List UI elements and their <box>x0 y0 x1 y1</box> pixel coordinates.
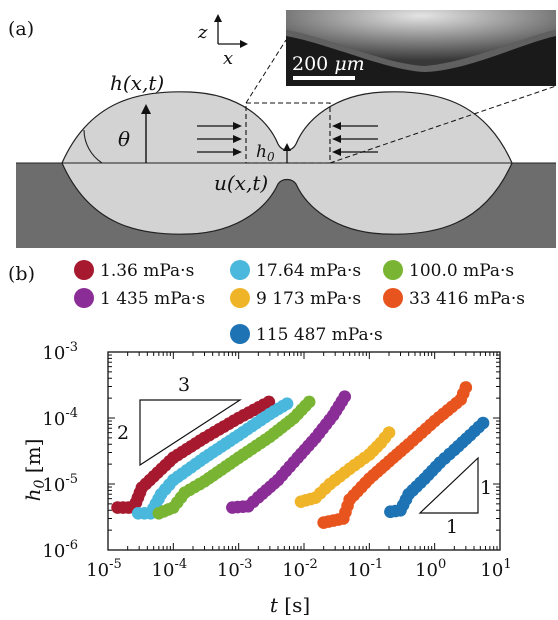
zoom-box <box>245 102 331 164</box>
data-point <box>476 416 490 430</box>
contact-angle-arc <box>83 129 103 164</box>
legend-label: 115 487 mPa·s <box>256 325 383 345</box>
x-axis-label: t [s] <box>270 593 310 617</box>
slope-run-label-2: 1 <box>446 516 458 538</box>
slope-triangle-1-1: 1 1 <box>418 456 492 538</box>
legend-label: 1.36 mPa·s <box>100 261 194 281</box>
data-point <box>302 395 316 409</box>
slope-rise-label-2: 1 <box>480 477 492 499</box>
flow-arrows-right <box>332 122 378 156</box>
legend-marker <box>383 260 403 280</box>
angle-label: θ <box>118 127 130 151</box>
gap-label: h0 <box>256 142 275 164</box>
x-tick-label: 10-1 <box>348 557 384 581</box>
y-tick-label: 10-3 <box>42 340 78 364</box>
data-markers <box>111 381 490 529</box>
panel-b-label: (b) <box>8 263 35 285</box>
legend-marker <box>230 324 250 344</box>
legend-marker <box>230 288 250 308</box>
panel-a-label: (a) <box>8 18 34 40</box>
data-point <box>280 397 294 410</box>
axis-ticks <box>107 352 500 551</box>
data-point <box>262 395 276 409</box>
panel-a: (a) θ h(x,t) u(x,t) h0 <box>8 10 557 248</box>
axis-tick-labels: 10-5 10-4 10-3 10-2 10-1 100 101 10-6 10-5 10-4 10… <box>42 340 511 581</box>
legend-label: 33 416 mPa·s <box>409 289 525 309</box>
x-tick-label: 10-4 <box>152 557 188 581</box>
flow-arrows-left <box>197 122 242 156</box>
x-tick-label: 10-3 <box>217 557 253 581</box>
legend-label: 17.64 mPa·s <box>256 261 361 281</box>
legend-marker <box>74 260 94 280</box>
micrograph-inset: 200 μm <box>286 10 556 86</box>
data-point <box>382 426 396 439</box>
slope-triangle-2-3: 3 2 <box>117 374 243 467</box>
scale-bar-label: 200 μm <box>292 53 365 75</box>
x-tick-label: 10-5 <box>86 557 122 581</box>
data-point <box>459 381 473 394</box>
flow-label: u(x,t) <box>214 171 268 195</box>
legend-marker <box>74 288 94 308</box>
data-point <box>338 390 352 404</box>
legend-label: 9 173 mPa·s <box>256 289 361 309</box>
height-arrow-head <box>141 104 151 114</box>
height-label: h(x,t) <box>110 71 164 95</box>
axes-glyph: z x <box>197 14 248 69</box>
y-axis-label: h0 [m] <box>21 439 48 502</box>
slope-rise-label: 2 <box>117 422 129 444</box>
axis-x-label: x <box>223 48 233 69</box>
y-tick-label: 10-4 <box>42 406 78 430</box>
legend: 1.36 mPa·s 17.64 mPa·s 100.0 mPa·s 1 435 mP… <box>74 260 525 345</box>
x-tick-label: 100 <box>415 557 446 581</box>
y-tick-label: 10-6 <box>42 538 78 562</box>
gap-arrow-head <box>283 143 291 151</box>
slope-run-label: 3 <box>178 374 190 396</box>
x-tick-label: 101 <box>480 557 511 581</box>
axis-z-label: z <box>197 22 208 43</box>
legend-marker <box>230 260 250 280</box>
legend-label: 100.0 mPa·s <box>409 261 514 281</box>
legend-marker <box>383 288 403 308</box>
scale-bar <box>293 76 355 80</box>
y-tick-label: 10-5 <box>42 472 78 496</box>
x-tick-label: 10-2 <box>282 557 318 581</box>
zoom-connector-left <box>245 39 287 104</box>
legend-label: 1 435 mPa·s <box>100 289 205 309</box>
